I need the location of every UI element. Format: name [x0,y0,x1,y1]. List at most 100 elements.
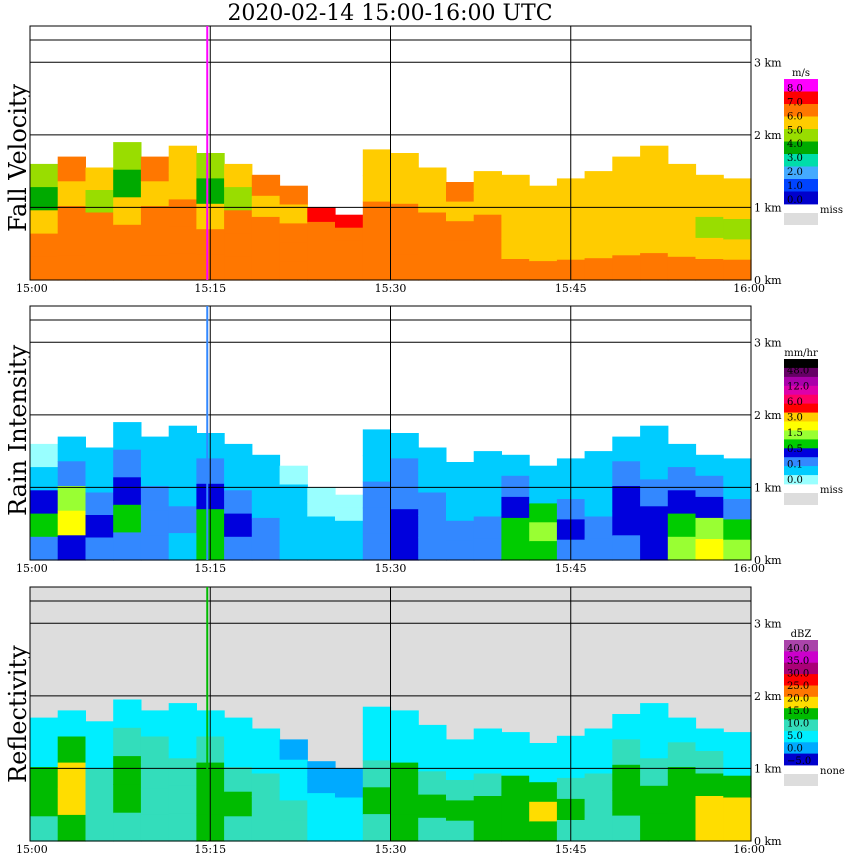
data-cell [723,239,752,261]
legend-swatch [784,742,818,755]
data-cell [251,818,281,842]
y-tick-label: 2 km [754,129,782,142]
data-cell [362,733,392,762]
legend-label: 1.5 [787,428,803,439]
data-cell [446,759,475,781]
data-cell [113,532,142,561]
data-cell [30,791,59,817]
data-cell [279,242,308,262]
panel-2: 0 km 1 km 2 km 3 km 15:00 15:15 15:30 15:45 16:0… [16,305,843,575]
legend-swatch [784,753,818,766]
data-cell [335,768,364,784]
data-cell [279,541,308,561]
data-cell [57,206,86,232]
data-cell [307,501,336,517]
legend-label: 0.5 [787,444,803,455]
data-cell [224,513,253,538]
x-tick-label: 15:30 [375,843,407,856]
data-cell [695,796,724,820]
data-cell [695,728,724,752]
data-cell [279,780,308,801]
data-cell [279,465,308,486]
data-cell [695,259,724,281]
data-cell [446,540,475,561]
data-cell [723,775,752,799]
data-cell [695,216,724,239]
y-tick-label: 3 km [754,56,782,69]
data-cell [307,221,336,237]
data-cell [251,454,281,477]
data-cell [279,223,308,243]
data-cell [279,522,308,542]
legend-swatch [784,129,818,142]
data-cell [57,814,86,842]
data-cell [279,261,308,281]
data-cell [640,226,669,254]
data-cell [57,436,86,462]
data-cell [612,764,641,791]
data-cell [584,472,613,496]
legend-missing-swatch [784,213,818,225]
legend-swatch [784,154,818,167]
data-cell [501,797,530,820]
data-cell [584,751,613,775]
legend-label: 2.0 [787,167,803,178]
data-cell [30,513,59,538]
legend-swatch [784,403,818,413]
data-cell [335,520,364,535]
legend-swatch [784,79,818,92]
data-cell [362,227,392,255]
data-cell [224,536,253,561]
data-cell [85,190,114,214]
legend-swatch [784,708,818,720]
data-cell [612,461,641,487]
data-cell [501,753,530,777]
data-cell [584,214,613,238]
data-cell [168,253,197,281]
legend-swatch [784,359,818,369]
data-cell [168,479,197,507]
data-cell [85,721,114,746]
data-cell [30,536,59,561]
data-cell [251,517,281,540]
data-cell [335,227,364,242]
data-cell [390,788,419,816]
data-cell [667,187,697,211]
data-cell [85,447,114,471]
data-cell [335,812,364,828]
data-cell [529,223,558,243]
data-cell [501,539,530,561]
legend-label: 48.0 [787,366,809,377]
data-cell [57,255,86,281]
data-cell [529,484,558,504]
data-cell [307,487,336,503]
data-cell [362,507,392,535]
data-cell [667,513,697,538]
data-cell [473,751,502,775]
legend-swatch [784,640,818,652]
data-cell [85,492,114,516]
data-cell [85,257,114,281]
data-cell [30,187,59,211]
y-tick-label: 2 km [754,690,782,703]
data-cell [251,773,281,797]
data-cell [473,773,502,797]
data-cell [446,462,475,483]
data-cell [501,475,530,498]
data-cell [30,233,59,258]
data-cell [362,429,392,457]
data-cell [446,201,475,222]
data-cell [140,535,170,561]
data-cell [224,490,253,515]
data-cell [667,443,697,468]
data-cell [57,181,86,207]
legend-swatch [784,719,818,732]
data-cell [362,787,392,815]
x-tick-label: 15:00 [16,562,48,575]
data-cell [30,742,59,768]
data-cell [113,784,142,814]
y-tick-label: 3 km [754,336,782,349]
data-cell [695,517,724,540]
data-cell [473,214,502,238]
data-cell [667,233,697,258]
